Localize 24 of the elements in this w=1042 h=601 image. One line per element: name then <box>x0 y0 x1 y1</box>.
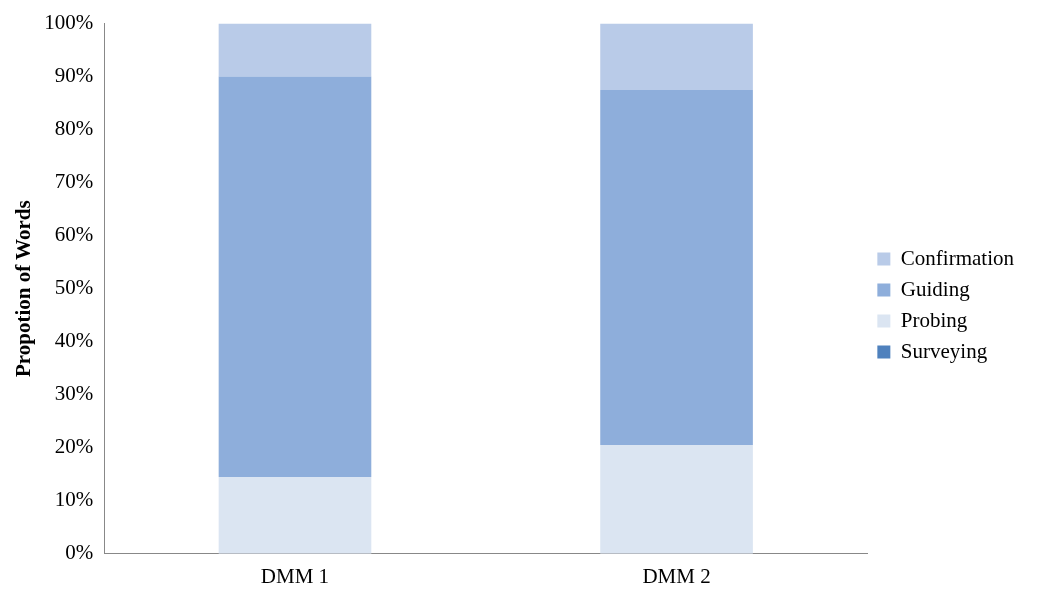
y-tick-label: 0% <box>65 540 94 565</box>
legend-label: Surveying <box>900 338 988 363</box>
y-tick-label: 40% <box>54 328 94 353</box>
bar <box>600 445 753 554</box>
y-tick-label: 90% <box>54 63 94 88</box>
y-tick-label: 80% <box>54 116 94 141</box>
y-tick-label: 70% <box>54 169 94 194</box>
y-tick-label: 10% <box>54 487 94 512</box>
legend-label: Probing <box>900 307 968 332</box>
y-tick-label: 50% <box>54 275 94 300</box>
x-tick-label: DMM 1 <box>260 563 330 588</box>
y-tick-label: 100% <box>44 10 94 35</box>
bar <box>218 23 372 77</box>
bar <box>218 476 372 554</box>
bar <box>218 76 372 477</box>
y-tick-label: 60% <box>54 222 94 247</box>
bar <box>600 23 753 90</box>
legend-label: Guiding <box>900 276 971 301</box>
legend-label: Confirmation <box>900 245 1015 270</box>
bar <box>600 89 753 446</box>
y-axis-title: Propotion of Words <box>11 200 36 377</box>
y-tick-label: 30% <box>54 381 94 406</box>
x-tick-label: DMM 2 <box>642 563 711 588</box>
y-tick-label: 20% <box>54 434 94 459</box>
